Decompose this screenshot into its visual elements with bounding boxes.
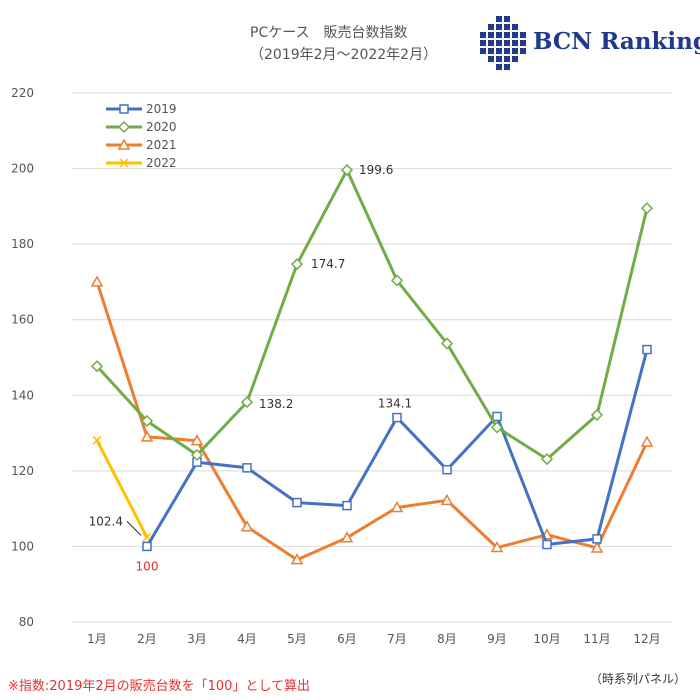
chart-title-line2: （2019年2月～2022年2月） bbox=[250, 47, 438, 63]
data-point bbox=[290, 258, 304, 271]
data-point bbox=[542, 539, 552, 550]
data-point bbox=[190, 448, 204, 462]
data-point bbox=[190, 434, 204, 446]
data-point bbox=[240, 520, 254, 532]
data-point bbox=[119, 158, 129, 168]
series-line bbox=[95, 168, 649, 461]
data-point bbox=[440, 337, 454, 350]
data-point bbox=[240, 396, 254, 409]
series-line bbox=[95, 281, 649, 562]
footnote: ※指数:2019年2月の販売台数を「100」として算出 bbox=[8, 679, 311, 694]
legend-label: 2022 bbox=[146, 156, 177, 170]
y-tick-label: 220 bbox=[11, 86, 34, 100]
data-point bbox=[640, 435, 654, 447]
series-2021 bbox=[90, 275, 654, 565]
data-label: 134.1 bbox=[378, 397, 412, 411]
legend-label: 2021 bbox=[146, 138, 177, 152]
y-tick-label: 180 bbox=[11, 237, 34, 251]
x-tick-label: 9月 bbox=[487, 632, 507, 646]
data-point bbox=[292, 497, 302, 508]
x-tick-label: 12月 bbox=[633, 632, 660, 646]
data-point bbox=[490, 541, 504, 553]
data-point bbox=[490, 421, 504, 434]
legend-swatch bbox=[106, 121, 142, 133]
series-line bbox=[95, 439, 149, 539]
data-point bbox=[140, 414, 154, 428]
x-tick-label: 3月 bbox=[187, 632, 207, 646]
y-tick-label: 80 bbox=[19, 615, 34, 629]
bcn-logo-icon bbox=[480, 16, 526, 70]
data-label: 100 bbox=[136, 559, 159, 573]
data-point bbox=[442, 464, 452, 475]
data-point bbox=[92, 435, 102, 445]
x-tick-label: 5月 bbox=[287, 632, 307, 646]
x-tick-label: 7月 bbox=[387, 632, 407, 646]
legend-swatch bbox=[106, 104, 142, 114]
series-line bbox=[145, 349, 649, 548]
bcn-ranking-logo: BCN Ranking bbox=[480, 14, 700, 74]
data-point bbox=[117, 121, 131, 133]
data-point bbox=[90, 275, 104, 287]
data-label: 174.7 bbox=[311, 257, 345, 271]
y-tick-label: 100 bbox=[11, 539, 34, 553]
y-tick-label: 200 bbox=[11, 162, 34, 176]
data-point bbox=[340, 531, 354, 543]
data-point bbox=[242, 463, 252, 473]
data-point bbox=[392, 412, 402, 423]
data-label: 138.2 bbox=[259, 397, 293, 411]
legend-item-2022: 2022 bbox=[106, 154, 177, 172]
legend-label: 2020 bbox=[146, 120, 177, 134]
data-point bbox=[540, 453, 554, 466]
data-point bbox=[390, 500, 404, 513]
x-tick-label: 11月 bbox=[583, 632, 610, 646]
x-tick-label: 6月 bbox=[337, 632, 357, 646]
y-tick-label: 140 bbox=[11, 388, 34, 402]
y-tick-label: 160 bbox=[11, 313, 34, 327]
legend-swatch bbox=[106, 158, 142, 168]
legend-label: 2019 bbox=[146, 102, 177, 116]
data-point bbox=[590, 541, 604, 553]
data-point bbox=[390, 274, 404, 287]
x-tick-label: 1月 bbox=[87, 632, 107, 646]
data-point bbox=[340, 164, 354, 177]
data-label: 102.4 bbox=[89, 514, 123, 528]
data-point bbox=[142, 541, 152, 552]
panel-note: （時系列パネル） bbox=[589, 672, 686, 686]
legend-item-2020: 2020 bbox=[106, 118, 177, 136]
data-label-leader bbox=[126, 521, 142, 536]
x-tick-label: 2月 bbox=[137, 632, 157, 646]
x-tick-label: 10月 bbox=[533, 632, 560, 646]
data-point bbox=[140, 430, 154, 442]
data-point bbox=[342, 500, 352, 511]
series-2019 bbox=[142, 344, 652, 552]
legend-item-2021: 2021 bbox=[106, 136, 177, 154]
chart-title-line1: PCケース 販売台数指数 bbox=[250, 25, 408, 41]
chart-title: PCケース 販売台数指数 （2019年2月～2022年2月） bbox=[250, 22, 437, 66]
x-tick-label: 8月 bbox=[437, 632, 457, 646]
chart-legend: 2019 2020 2021 2022 bbox=[106, 100, 177, 172]
data-point bbox=[590, 408, 604, 421]
y-tick-label: 120 bbox=[11, 464, 34, 478]
data-point bbox=[290, 553, 304, 565]
data-point bbox=[640, 202, 654, 215]
data-point bbox=[90, 360, 104, 373]
data-label: 199.6 bbox=[359, 163, 393, 177]
data-point bbox=[440, 493, 454, 506]
series-2022 bbox=[92, 435, 152, 542]
series-2020 bbox=[90, 164, 654, 466]
x-tick-label: 4月 bbox=[237, 632, 257, 646]
data-point bbox=[117, 139, 131, 150]
data-point bbox=[119, 104, 129, 114]
data-point bbox=[592, 534, 602, 544]
data-point bbox=[492, 411, 502, 422]
legend-item-2019: 2019 bbox=[106, 100, 177, 118]
bcn-logo-text: BCN Ranking bbox=[533, 28, 700, 55]
legend-swatch bbox=[106, 139, 142, 150]
data-point bbox=[642, 344, 652, 355]
